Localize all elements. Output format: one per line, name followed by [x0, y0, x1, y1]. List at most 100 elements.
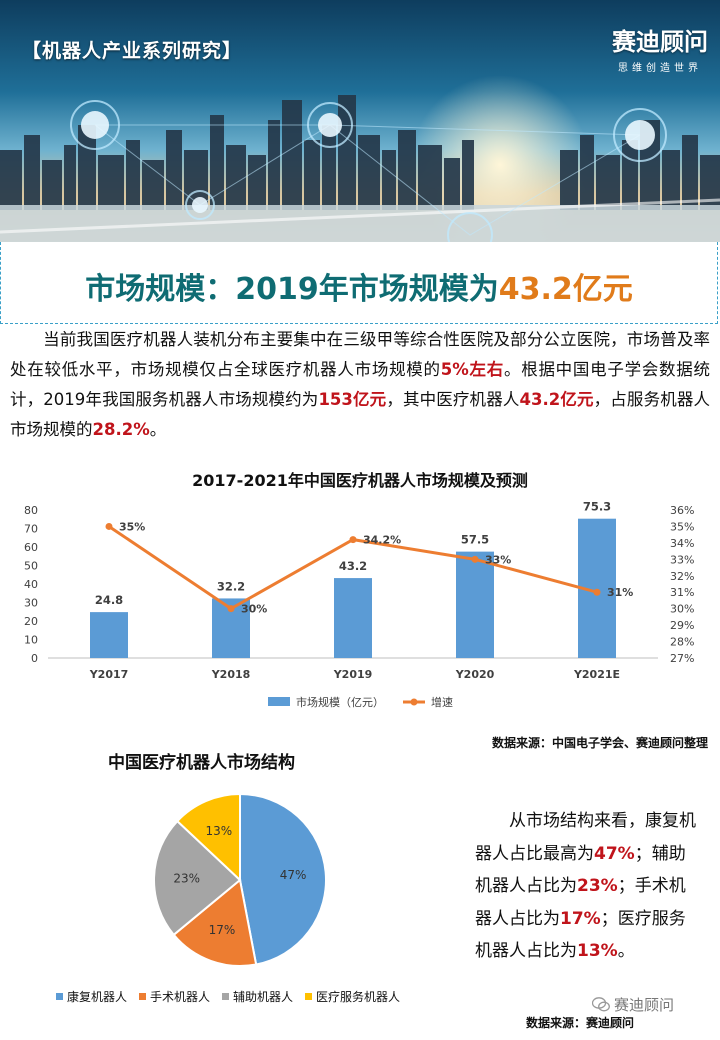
headline-highlight: 43.2亿元	[498, 272, 633, 307]
wechat-icon	[592, 997, 610, 1012]
structure-text-1: 从市场结构来看，康复机器人占比最高为	[475, 811, 696, 864]
y-tick-label: 0	[31, 652, 38, 665]
x-tick-label: Y2020	[455, 668, 495, 681]
bar-chart-title: 2017-2021年中国医疗机器人市场规模及预测	[192, 471, 528, 490]
y-tick-label: 60	[24, 541, 38, 554]
x-tick-label: Y2021E	[573, 668, 620, 681]
structure-text-5: 。	[617, 941, 635, 961]
wechat-watermark: 赛迪顾问	[592, 994, 674, 1015]
y2-tick-label: 35%	[670, 520, 694, 533]
pie-legend-item: 康复机器人	[56, 988, 127, 1005]
series-tag: 【机器人产业系列研究】	[22, 40, 243, 62]
y-tick-label: 20	[24, 615, 38, 628]
y-tick-label: 70	[24, 523, 38, 536]
brand-name: 赛迪顾问	[612, 27, 708, 56]
pie-legend-label: 手术机器人	[150, 990, 211, 1004]
bar	[90, 612, 128, 658]
structure-highlight-3: 17%	[560, 908, 601, 929]
pie-chart-source: 数据来源：赛迪顾问	[526, 1016, 635, 1030]
x-tick-label: Y2018	[211, 668, 251, 681]
bar	[334, 578, 372, 658]
y2-tick-label: 36%	[670, 504, 694, 517]
pie-slice	[239, 792, 327, 966]
pie-legend-swatch	[56, 993, 63, 1000]
pie-chart-title: 中国医疗机器人市场结构	[108, 753, 295, 773]
y-tick-label: 30	[24, 597, 38, 610]
legend-bar-label: 市场规模（亿元）	[296, 695, 384, 709]
pie-legend-item: 医疗服务机器人	[305, 988, 400, 1005]
pie-legend-label: 康复机器人	[67, 990, 128, 1004]
growth-point	[349, 536, 357, 544]
growth-point	[593, 588, 601, 596]
y2-tick-label: 27%	[670, 652, 694, 665]
structure-highlight-4: 13%	[577, 941, 618, 961]
bar-data-label: 32.2	[217, 579, 245, 593]
growth-point	[471, 555, 479, 563]
x-tick-label: Y2017	[89, 668, 129, 681]
intro-text-2: 。根据中国电子学会数据统计，2019年我国服务机器人市场规模约为	[10, 360, 711, 409]
market-size-chart: 0 10 20 30 40 50 60 70 80 27% 28% 29% 30% 31% 32% 33% 34…	[24, 500, 694, 709]
x-tick-label: Y2019	[333, 668, 373, 681]
legend-bar-swatch	[268, 697, 290, 706]
y-tick-label: 50	[24, 560, 38, 573]
pie-legend-label: 辅助机器人	[233, 990, 294, 1004]
structure-highlight-1: 47%	[594, 843, 635, 864]
wechat-account: 赛迪顾问	[614, 996, 675, 1014]
growth-data-label: 35%	[119, 520, 145, 533]
pie-data-label: 47%	[280, 868, 307, 882]
pie-legend-swatch	[305, 993, 313, 1000]
y-tick-label: 10	[24, 634, 38, 647]
y-tick-label: 80	[24, 504, 38, 517]
intro-paragraph: 当前我国医疗机器人装机分布主要集中在三级甲等综合性医院及部分公立医院，市场普及率…	[10, 325, 710, 445]
y2-tick-label: 32%	[670, 570, 694, 583]
y2-tick-label: 28%	[670, 636, 694, 649]
pie-data-label: 23%	[173, 871, 200, 885]
y2-tick-label: 31%	[670, 586, 694, 599]
intro-highlight-2: 153亿元	[318, 390, 387, 409]
bar-chart-source: 数据来源：中国电子学会、赛迪顾问整理	[491, 736, 708, 750]
intro-highlight-3: 43.2亿元	[519, 390, 594, 409]
intro-highlight-1: 5%左右	[440, 360, 504, 379]
growth-data-label: 30%	[241, 603, 267, 616]
growth-data-label: 34.2%	[363, 534, 401, 547]
city-skyline-illustration	[0, 75, 720, 242]
pie-legend-label: 医疗服务机器人	[316, 990, 401, 1004]
pie-legend-swatch	[222, 993, 230, 1000]
intro-text-3: ，其中医疗机器人	[386, 390, 520, 409]
bar-data-label: 24.8	[95, 593, 123, 607]
intro-text-5: 。	[149, 420, 167, 439]
y-tick-label: 40	[24, 578, 38, 591]
intro-text-1: 当前我国医疗机器人装机分布主要集中在三级甲等综合性医院及部分公立医院，市场普及率…	[10, 330, 710, 379]
pie-legend-swatch	[139, 993, 147, 1000]
pie-legend: 康复机器人 手术机器人 辅助机器人 医疗服务机器人	[56, 988, 400, 1005]
growth-point	[105, 522, 113, 530]
growth-data-label: 31%	[607, 586, 633, 599]
y2-tick-label: 30%	[670, 603, 694, 616]
pie-data-label: 13%	[205, 824, 232, 838]
bar-data-label: 75.3	[583, 500, 611, 514]
structure-text-2: ；辅助机器人占比为	[475, 843, 686, 897]
bar	[456, 551, 494, 658]
structure-text-3: ；手术机器人占比为	[475, 876, 686, 929]
pie-data-label: 17%	[209, 923, 236, 937]
legend-line-marker	[410, 698, 418, 706]
headline-frame	[0, 242, 718, 324]
pie-slice	[153, 819, 242, 937]
pie-slice	[175, 792, 241, 883]
structure-text-4: ；医疗服务机器人占比为	[475, 908, 686, 962]
structure-paragraph: 从市场结构来看，康复机器人占比最高为47%；辅助机器人占比为23%；手术机器人占…	[475, 805, 700, 968]
header-banner: 【机器人产业系列研究】 赛迪顾问 思维创造世界	[0, 0, 720, 242]
headline: 市场规模：2019年市场规模为43.2亿元	[0, 264, 718, 308]
growth-data-label: 33%	[485, 553, 511, 566]
brand-logo: 赛迪顾问 思维创造世界	[612, 22, 708, 74]
y2-tick-label: 29%	[670, 619, 694, 632]
y2-tick-label: 33%	[670, 553, 694, 566]
structure-highlight-2: 23%	[577, 876, 618, 896]
legend-line-label: 增速	[431, 695, 453, 709]
pie-legend-item: 辅助机器人	[222, 988, 293, 1005]
market-structure-pie: 47% 17% 23% 13%	[153, 792, 327, 967]
y2-tick-label: 34%	[670, 537, 694, 550]
intro-text-4: ，占服务机器人市场规模的	[10, 390, 711, 439]
bar-data-label: 43.2	[339, 559, 367, 573]
intro-highlight-4: 28.2%	[92, 420, 150, 439]
